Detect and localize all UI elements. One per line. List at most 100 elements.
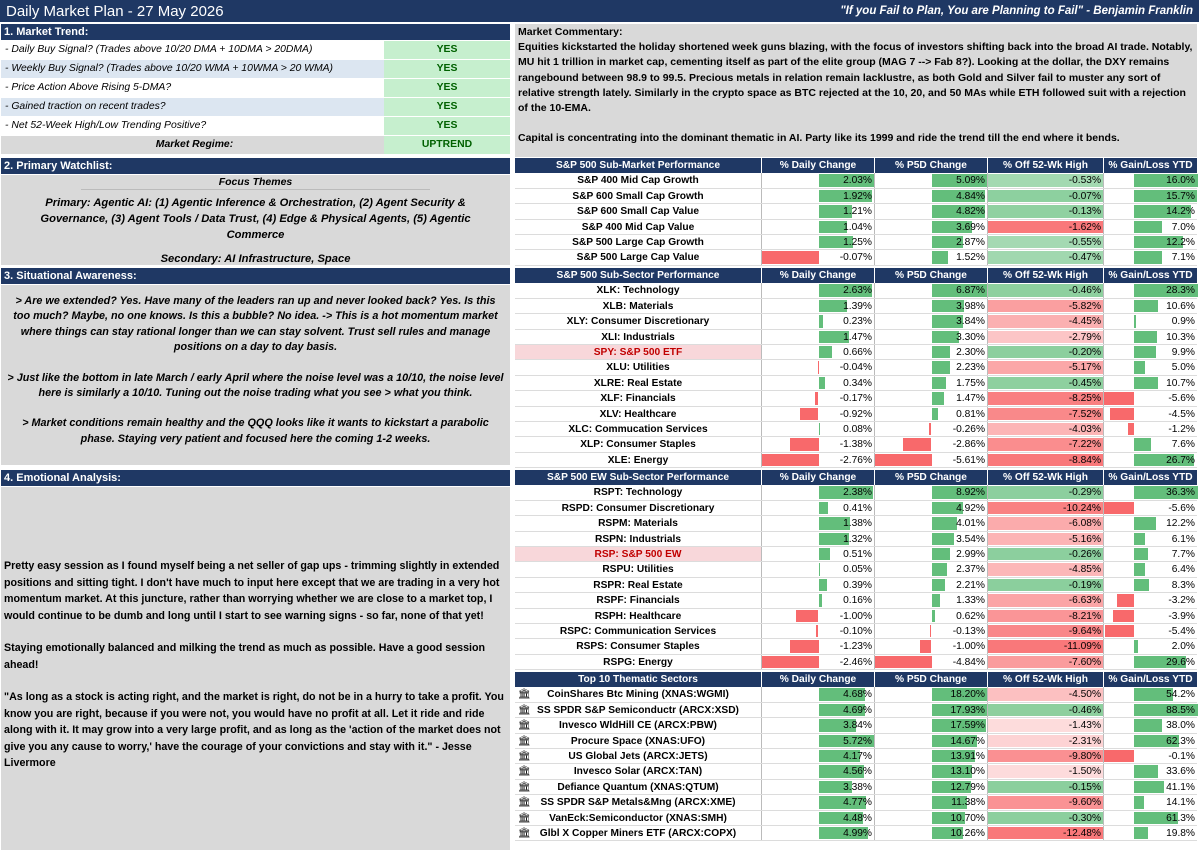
bank-icon: 🏛 [518,827,531,839]
value-bar [988,563,1103,576]
value-cell: -6.08% [987,516,1103,531]
value-bar [988,407,1103,420]
value-bar [818,189,872,203]
value-bar [1134,719,1162,732]
value-text: 1.32% [843,533,872,545]
value-cell: 3.69% [874,219,987,234]
trend-row-label: - Daily Buy Signal? (Trades above 10/20 … [5,44,313,55]
table-row: XLY: Consumer Discretionary 0.23% 3.84% -4.… [515,314,1197,330]
value-cell: -11.09% [987,639,1103,654]
table-row: RSPH: Healthcare -1.00% 0.62% -8.21% -3.9% [515,608,1197,624]
value-cell: 2.03% [761,173,875,188]
value-bar [1134,547,1148,561]
value-text: -2.46% [839,656,872,668]
value-cell: 0.9% [1103,314,1197,329]
value-bar [988,486,1103,499]
table-row-label: 🏛 Procure Space (XNAS:UFO) [515,733,761,748]
trend-row: - Net 52-Week High/Low Trending Positive… [1,117,510,135]
value-bar [1104,749,1135,763]
value-bar [1134,284,1198,297]
value-cell: 4.77% [761,795,874,810]
table-row-label: XLRE: Real Estate [515,375,761,391]
value-bar [818,299,847,313]
table-header-cell: % P5D Change [874,672,987,688]
value-text: -1.50% [1068,766,1101,778]
value-bar [818,719,857,732]
value-text: 1.39% [843,300,872,312]
value-bar [1134,796,1145,809]
value-cell: -4.45% [987,314,1103,329]
value-text: 3.30% [956,331,985,343]
value-bar [988,532,1103,545]
value-cell: 2.38% [761,485,874,500]
value-text: 2.23% [956,362,985,374]
table-row: XLK: Technology 2.63% 6.87% -0.46% 28.3% [515,283,1198,299]
value-bar [931,235,964,249]
value-text: -1.43% [1068,720,1101,732]
value-cell: -2.76% [761,452,874,468]
table-row: 🏛 Defiance Quantum (XNAS:QTUM) 3.38% 12.79%… [515,779,1197,796]
value-text: -2.76% [839,454,872,466]
table-row-label: RSPR: Real Estate [515,577,761,593]
value-cell: 1.92% [761,188,874,204]
value-bar [931,796,967,809]
table-row-label: S&P 400 Mid Cap Value [515,219,761,234]
value-cell: 12.2% [1103,516,1197,531]
value-cell: 3.38% [761,779,874,795]
value-text: -0.45% [1068,377,1101,389]
value-text: -0.20% [1068,346,1101,358]
value-bar [1116,594,1135,607]
value-cell: 4.69% [761,702,874,718]
value-cell: -0.29% [987,485,1103,500]
table-header-cell: S&P 500 Sub-Sector Performance [515,268,761,284]
value-bar [815,392,819,405]
value-cell: 0.39% [761,577,874,593]
table-row-label: 🏛 Defiance Quantum (XNAS:QTUM) [515,779,761,795]
value-bar [988,392,1103,405]
value-cell: 12.2% [1103,234,1197,250]
value-cell: -8.84% [987,452,1103,468]
table-row: S&P 500 Large Cap Growth 1.25% 2.87% -0.55%… [515,234,1197,251]
value-bar [931,609,936,622]
table-row: RSPN: Industrials 1.32% 3.54% -5.16% 6.1% [515,531,1197,547]
value-cell: 1.32% [761,531,874,546]
value-text: -5.6% [1168,393,1195,405]
value-cell: 0.62% [874,608,987,623]
value-bar [988,517,1103,530]
value-cell: -2.79% [987,329,1103,344]
value-bar [818,284,873,297]
table-header-cell: % Off 52-Wk High [987,470,1103,486]
commentary-title: Market Commentary: [518,26,623,38]
value-cell: 10.26% [874,825,987,841]
value-bar [988,345,1103,359]
trend-row-value: YES [384,98,510,116]
value-bar [931,594,940,607]
value-cell: -1.43% [987,718,1103,733]
value-text: 3.98% [956,300,985,312]
value-cell: -7.60% [987,654,1103,670]
value-bar [988,189,1103,203]
value-text: -0.47% [1068,252,1101,264]
table-row-label: RSPC: Communication Services [515,623,761,639]
value-bar [1134,765,1159,778]
value-cell: -6.63% [987,593,1103,608]
value-bar [790,640,819,653]
value-text: -2.31% [1068,735,1101,747]
value-text: -8.25% [1068,393,1101,405]
value-bar [931,517,957,530]
value-bar [818,330,849,343]
table-row: XLF: Financials -0.17% 1.47% -8.25% -5.6% [515,391,1197,407]
value-text: 14.2% [1166,206,1195,218]
value-text: 1.21% [843,206,872,218]
value-text: -10.24% [1063,502,1101,514]
table-row: XLU: Utilities -0.04% 2.23% -5.17% 5.0% [515,360,1197,376]
value-bar [931,189,986,203]
value-bar [931,719,987,732]
value-text: 28.3% [1166,285,1195,297]
value-text: -9.80% [1068,750,1101,762]
value-cell: 2.30% [874,344,987,360]
awareness-paragraph-3: > Market conditions remain healthy and t… [22,417,489,445]
trend-row-label: - Gained traction on recent trades? [5,101,166,112]
regime-value: UPTREND [384,136,510,154]
table-header-cell: Top 10 Thematic Sectors [515,672,761,688]
